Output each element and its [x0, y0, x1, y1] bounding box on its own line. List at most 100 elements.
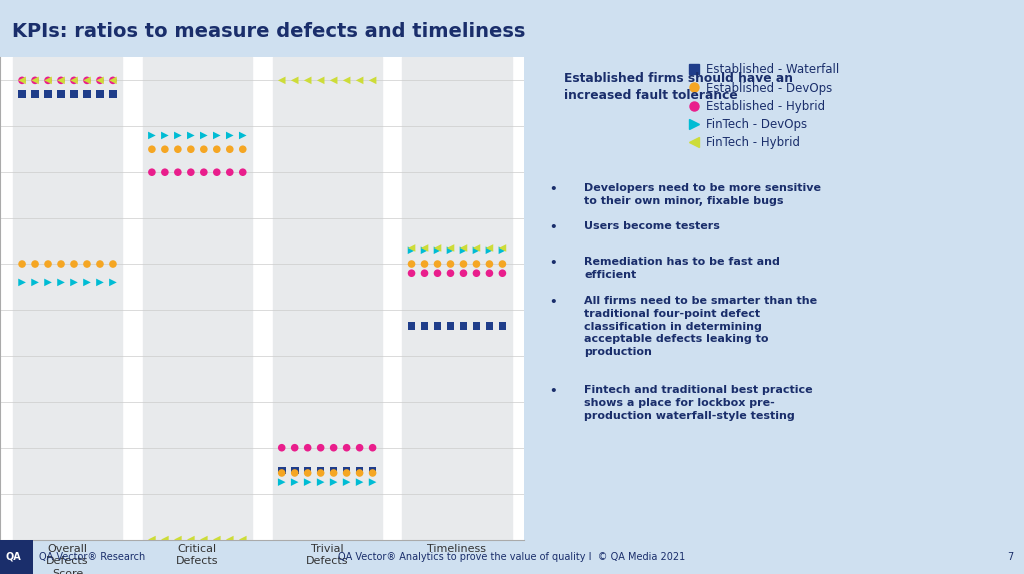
- Point: [40, 76, 56, 85]
- Point: [312, 466, 329, 475]
- Point: [417, 259, 433, 269]
- Point: [456, 243, 472, 253]
- Point: [209, 535, 225, 544]
- Bar: [272, 57, 382, 540]
- Point: [287, 466, 303, 475]
- Point: [79, 76, 95, 85]
- Point: [299, 478, 315, 487]
- Text: •: •: [550, 222, 557, 234]
- Point: [417, 243, 433, 253]
- Point: [143, 145, 160, 154]
- Point: [312, 468, 329, 478]
- Point: [365, 466, 381, 475]
- Text: •: •: [550, 258, 557, 270]
- Point: [196, 131, 212, 140]
- Point: [104, 259, 121, 269]
- Point: [14, 259, 31, 269]
- Point: [495, 321, 511, 331]
- Point: [456, 269, 472, 278]
- Point: [429, 243, 445, 253]
- Point: [403, 321, 420, 331]
- Point: [14, 90, 31, 99]
- Point: [273, 443, 290, 452]
- Point: [234, 168, 251, 177]
- Text: KPIs: ratios to measure defects and timeliness: KPIs: ratios to measure defects and time…: [12, 22, 525, 41]
- Point: [312, 76, 329, 85]
- Point: [104, 76, 121, 85]
- Point: [351, 443, 368, 452]
- Point: [79, 90, 95, 99]
- Point: [170, 131, 186, 140]
- Point: [53, 76, 70, 85]
- Point: [104, 76, 121, 85]
- Point: [417, 269, 433, 278]
- Point: [312, 443, 329, 452]
- Point: [273, 478, 290, 487]
- Point: [104, 90, 121, 99]
- Point: [312, 478, 329, 487]
- Point: [143, 168, 160, 177]
- Point: [299, 468, 315, 478]
- Point: [14, 76, 31, 85]
- Point: [14, 278, 31, 287]
- Point: [442, 246, 459, 255]
- Point: [456, 246, 472, 255]
- Point: [92, 76, 109, 85]
- Point: [273, 76, 290, 85]
- Point: [40, 278, 56, 287]
- Point: [468, 243, 484, 253]
- Point: [417, 321, 433, 331]
- Point: [468, 259, 484, 269]
- Point: [481, 246, 498, 255]
- Legend: Established - Waterfall, Established - DevOps, Established - Hybrid, FinTech - D: Established - Waterfall, Established - D…: [682, 59, 844, 154]
- Point: [221, 535, 238, 544]
- Point: [417, 246, 433, 255]
- Point: [27, 76, 43, 85]
- Point: [27, 76, 43, 85]
- Point: [351, 466, 368, 475]
- Point: [92, 76, 109, 85]
- Point: [66, 90, 82, 99]
- Point: [14, 76, 31, 85]
- Point: [170, 145, 186, 154]
- Point: [481, 269, 498, 278]
- Point: [92, 278, 109, 287]
- Point: [351, 478, 368, 487]
- Point: [339, 76, 355, 85]
- Bar: [402, 57, 512, 540]
- Point: [196, 168, 212, 177]
- Point: [365, 76, 381, 85]
- Point: [157, 535, 173, 544]
- Point: [196, 145, 212, 154]
- Text: Users become testers: Users become testers: [585, 222, 720, 231]
- Bar: [0, 540, 33, 574]
- Point: [326, 76, 342, 85]
- Text: •: •: [550, 296, 557, 309]
- Point: [40, 76, 56, 85]
- Point: [442, 321, 459, 331]
- Point: [92, 90, 109, 99]
- Point: [339, 443, 355, 452]
- Point: [53, 90, 70, 99]
- Point: [299, 76, 315, 85]
- Point: [351, 468, 368, 478]
- Point: [27, 278, 43, 287]
- Point: [365, 468, 381, 478]
- Point: [92, 259, 109, 269]
- Point: [157, 168, 173, 177]
- Point: [182, 145, 199, 154]
- Point: [157, 131, 173, 140]
- Text: 7: 7: [1008, 552, 1014, 562]
- Point: [456, 321, 472, 331]
- Point: [170, 535, 186, 544]
- Point: [495, 246, 511, 255]
- Point: [468, 269, 484, 278]
- Point: [326, 443, 342, 452]
- Point: [182, 535, 199, 544]
- Point: [403, 259, 420, 269]
- Point: [456, 259, 472, 269]
- Point: [221, 168, 238, 177]
- Point: [66, 259, 82, 269]
- Text: Developers need to be more sensitive
to their own minor, fixable bugs: Developers need to be more sensitive to …: [585, 183, 821, 205]
- Point: [403, 269, 420, 278]
